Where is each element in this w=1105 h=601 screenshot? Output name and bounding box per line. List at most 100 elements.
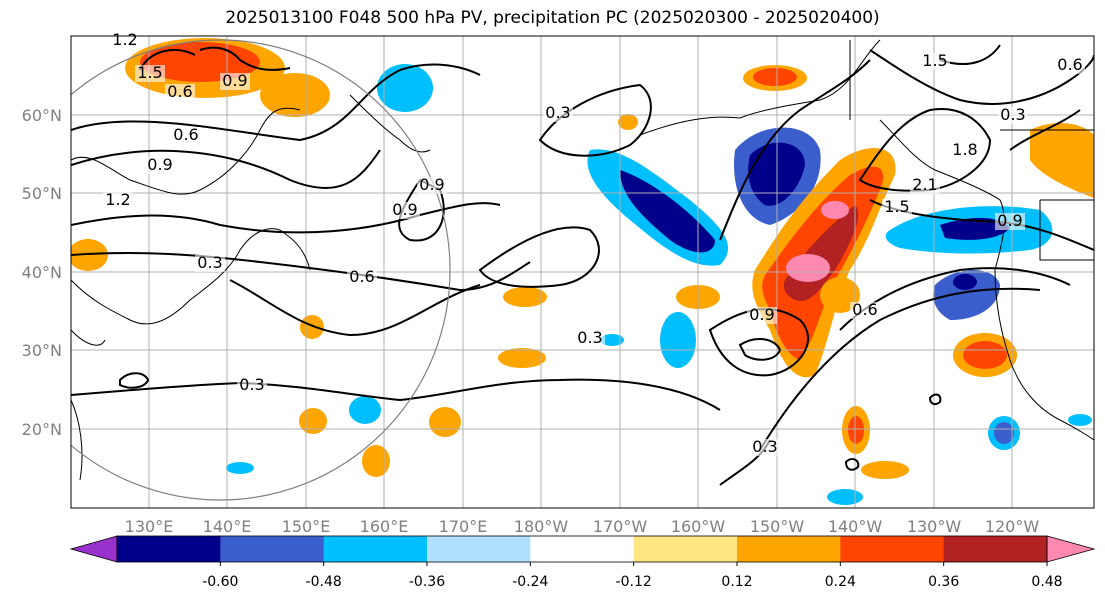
precip-negative-region [940, 217, 1010, 240]
contour-label-bg [1055, 57, 1085, 74]
contour-label-bg [882, 199, 912, 216]
contour-label: 1.2 [105, 190, 130, 209]
contour-label: 0.9 [749, 305, 774, 324]
contour-label: 0.9 [222, 71, 247, 90]
precip-positive-region [299, 408, 327, 434]
contour-label: 0.6 [852, 300, 877, 319]
contour-label: 0.6 [349, 267, 374, 286]
precip-positive-region [503, 287, 547, 307]
precip-negative-region [377, 64, 433, 112]
contour-label-bg [171, 127, 201, 144]
contour-label: 0.9 [147, 155, 172, 174]
precip-positive-region [300, 315, 324, 339]
contour-label-bg [103, 192, 133, 209]
colorbar-tick-label: -0.60 [202, 574, 238, 590]
longitude-label: 180°W [514, 517, 569, 536]
colorbar-tick-label: -0.36 [409, 574, 445, 590]
contour-label: 1.5 [137, 63, 162, 82]
contour-label: 0.9 [997, 211, 1022, 230]
contour-label-bg [950, 142, 980, 159]
contour-label: 1.8 [952, 140, 977, 159]
precip-positive-region [963, 341, 1007, 369]
contour-label: 0.6 [167, 82, 192, 101]
precip-positive-region [848, 416, 864, 444]
longitude-label: 120°W [985, 517, 1040, 536]
precip-negative-region [953, 274, 977, 290]
latitude-label: 30°N [22, 341, 62, 360]
contour-label-bg [347, 269, 377, 286]
longitude-label: 150°E [282, 517, 331, 536]
longitude-label: 170°E [439, 517, 488, 536]
colorbar-segment [633, 536, 738, 562]
latitude-label: 60°N [22, 106, 62, 125]
precip-positive-region [260, 73, 330, 117]
contour-label-bg [165, 84, 195, 101]
colorbar-segment [530, 536, 635, 562]
latitude-label: 50°N [22, 184, 62, 203]
contour-label: 0.3 [577, 328, 602, 347]
contour-label: 1.5 [922, 51, 947, 70]
contour-label: 0.6 [1057, 55, 1082, 74]
contour-label: 0.9 [392, 200, 417, 219]
colorbar-tick-label: -0.12 [616, 574, 652, 590]
precip-positive-region [498, 348, 546, 368]
pv-contours [71, 44, 1094, 486]
precip-negative-region [349, 396, 381, 424]
colorbar-extend-left [69, 535, 118, 563]
contour-label-bg [220, 73, 250, 90]
colorbar-extend-right [1046, 535, 1096, 563]
longitude-label: 140°E [203, 517, 252, 536]
precip-negative-region [660, 312, 696, 368]
colorbar-tick-label: 0.12 [721, 574, 752, 590]
map-frame [70, 35, 1095, 509]
precip-positive-region [753, 68, 797, 86]
contour-label-bg [135, 65, 165, 82]
contour-label: 0.3 [1000, 105, 1025, 124]
map-title: 2025013100 F048 500 hPa PV, precipitatio… [225, 8, 880, 28]
colorbar-segment [737, 536, 841, 562]
contour-label: 0.3 [752, 437, 777, 456]
contour-label: 2.1 [912, 175, 937, 194]
colorbar [69, 535, 1096, 563]
colorbar-segment [943, 536, 1048, 562]
colorbar-segment [323, 536, 428, 562]
contour-label-bg [390, 202, 420, 219]
precip-positive-region [429, 407, 461, 437]
precip-positive-region [362, 445, 390, 477]
contour-label-bg [145, 157, 175, 174]
precip-negative-region [600, 334, 624, 346]
precip-positive-region [618, 114, 638, 130]
contour-label-bg [920, 53, 950, 70]
contour-label-bg [417, 177, 447, 194]
contour-label: 1.5 [884, 197, 909, 216]
contour-label-bg [850, 302, 880, 319]
contour-label-bg [998, 107, 1028, 124]
contour-label: 0.3 [545, 103, 570, 122]
precip-negative-region [933, 270, 1000, 320]
precip-negative-region [1068, 414, 1092, 426]
latitude-labels: 60°N 50°N 40°N 30°N 20°N [22, 106, 62, 439]
longitude-label: 150°W [750, 517, 805, 536]
colorbar-segment [220, 536, 325, 562]
longitude-label: 170°W [593, 517, 648, 536]
contour-label-bg [910, 177, 940, 194]
colorbar-segment [840, 536, 945, 562]
contour-labels: 1.51.20.60.90.30.30.90.60.91.20.90.30.60… [103, 30, 1085, 456]
colorbar-tick-labels: -0.60 -0.48 -0.36 -0.24 -0.12 0.12 0.24 0.36 0.4… [202, 562, 1063, 590]
precip-negative-region [620, 170, 715, 253]
contour-label: 0.9 [419, 175, 444, 194]
longitude-labels: 130°E 140°E 150°E 160°E 170°E 180°W 170°W 160°W… [125, 517, 1040, 536]
precip-positive-region [1030, 122, 1094, 198]
longitude-label: 160°W [671, 517, 726, 536]
colorbar-segment [427, 536, 531, 562]
coastlines [71, 39, 1094, 481]
colorbar-tick-label: 0.48 [1031, 574, 1062, 590]
contour-label-bg [543, 105, 573, 122]
latitude-label: 40°N [22, 263, 62, 282]
precip-negative-region [226, 462, 254, 474]
contour-label-bg [750, 439, 780, 456]
colorbar-tick-label: -0.48 [306, 574, 342, 590]
longitude-label: 160°E [360, 517, 409, 536]
contour-label-bg [575, 330, 605, 347]
precip-negative-region [827, 489, 863, 505]
